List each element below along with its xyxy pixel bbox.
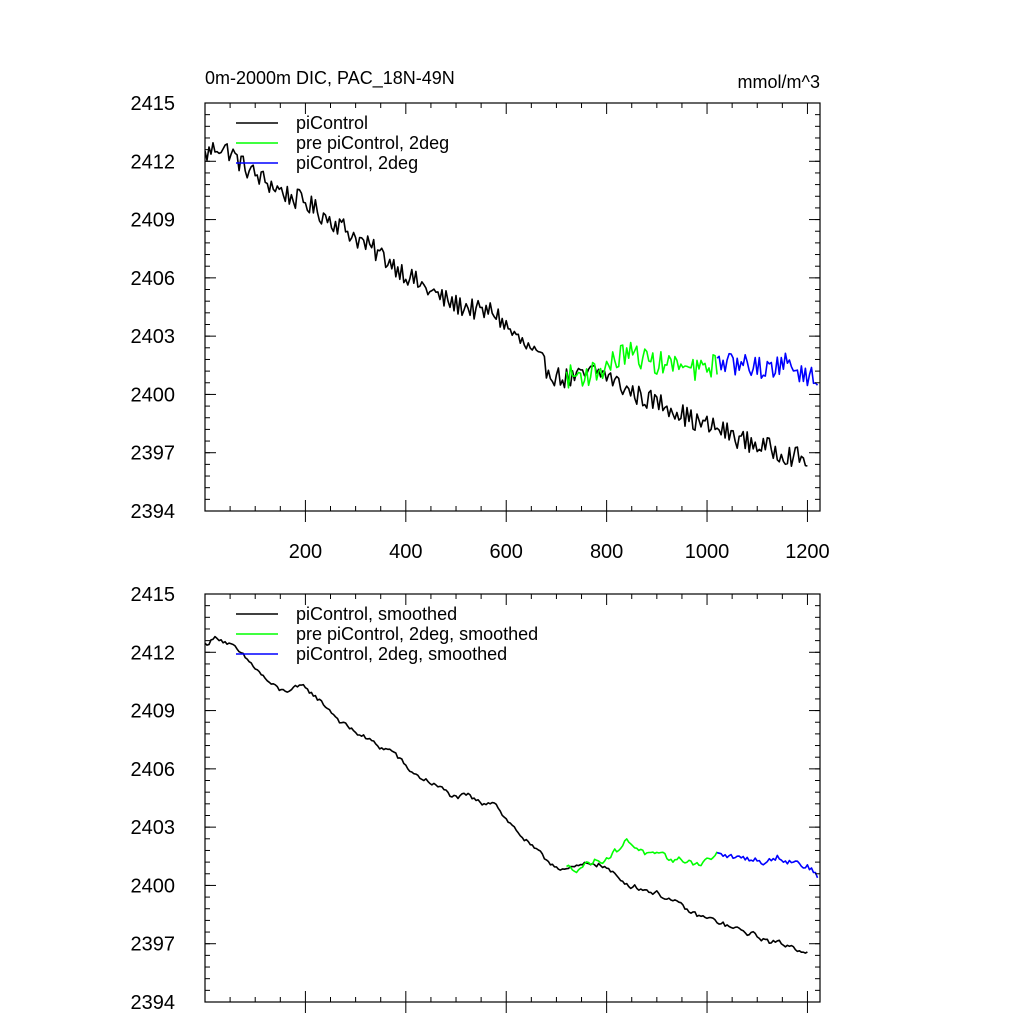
series-line-picontrol-2deg [716,352,819,387]
y-tick-label: 2400 [131,384,176,406]
y-tick-label: 2409 [131,701,176,723]
series-line-picontrol [205,142,808,468]
y-tick-label: 2394 [131,992,176,1014]
x-tick-label: 1000 [685,541,730,563]
y-tick-label: 2412 [131,642,176,664]
legend-label: piControl, smoothed [296,604,457,624]
plot-frame [204,102,821,512]
y-tick-label: 2406 [131,759,176,781]
y-tick-label: 2397 [131,934,176,956]
series-line-picontrol-smoothed [205,635,808,954]
units-label: mmol/m^3 [738,72,820,92]
legend-label: piControl [296,113,368,133]
y-tick-label: 2412 [131,151,176,173]
top-panel: 2394 2397 2400 2403 2406 2409 2412 2415 200 400 60… [131,93,830,563]
y-tick-label: 2394 [131,501,176,523]
y-tick-label: 2403 [131,326,176,348]
bottom-panel: 2394 2397 2400 2403 2406 2409 2412 2415 piContro… [131,584,821,1014]
series-line-pre-picontrol-2deg [565,341,718,389]
series-line-picontrol-2deg-smoothed [716,851,819,879]
x-tick-label: 1200 [785,541,830,563]
y-tick-label: 2415 [131,584,176,606]
x-tick-label: 600 [490,541,523,563]
y-tick-label: 2400 [131,875,176,897]
legend-label: piControl, 2deg, smoothed [296,644,507,664]
y-tick-label: 2415 [131,93,176,115]
legend-label: pre piControl, 2deg, smoothed [296,624,538,644]
series-line-pre-picontrol-2deg-smoothed [566,838,718,874]
legend-label: piControl, 2deg [296,153,418,173]
plot-frame [204,593,821,1003]
legend-label: pre piControl, 2deg [296,133,449,153]
x-tick-label: 800 [590,541,623,563]
x-tick-label: 400 [389,541,422,563]
y-tick-label: 2409 [131,210,176,232]
y-tick-label: 2397 [131,443,176,465]
y-tick-label: 2406 [131,268,176,290]
figure-title: 0m-2000m DIC, PAC_18N-49N [205,68,455,89]
x-tick-label: 200 [289,541,322,563]
y-tick-label: 2403 [131,817,176,839]
